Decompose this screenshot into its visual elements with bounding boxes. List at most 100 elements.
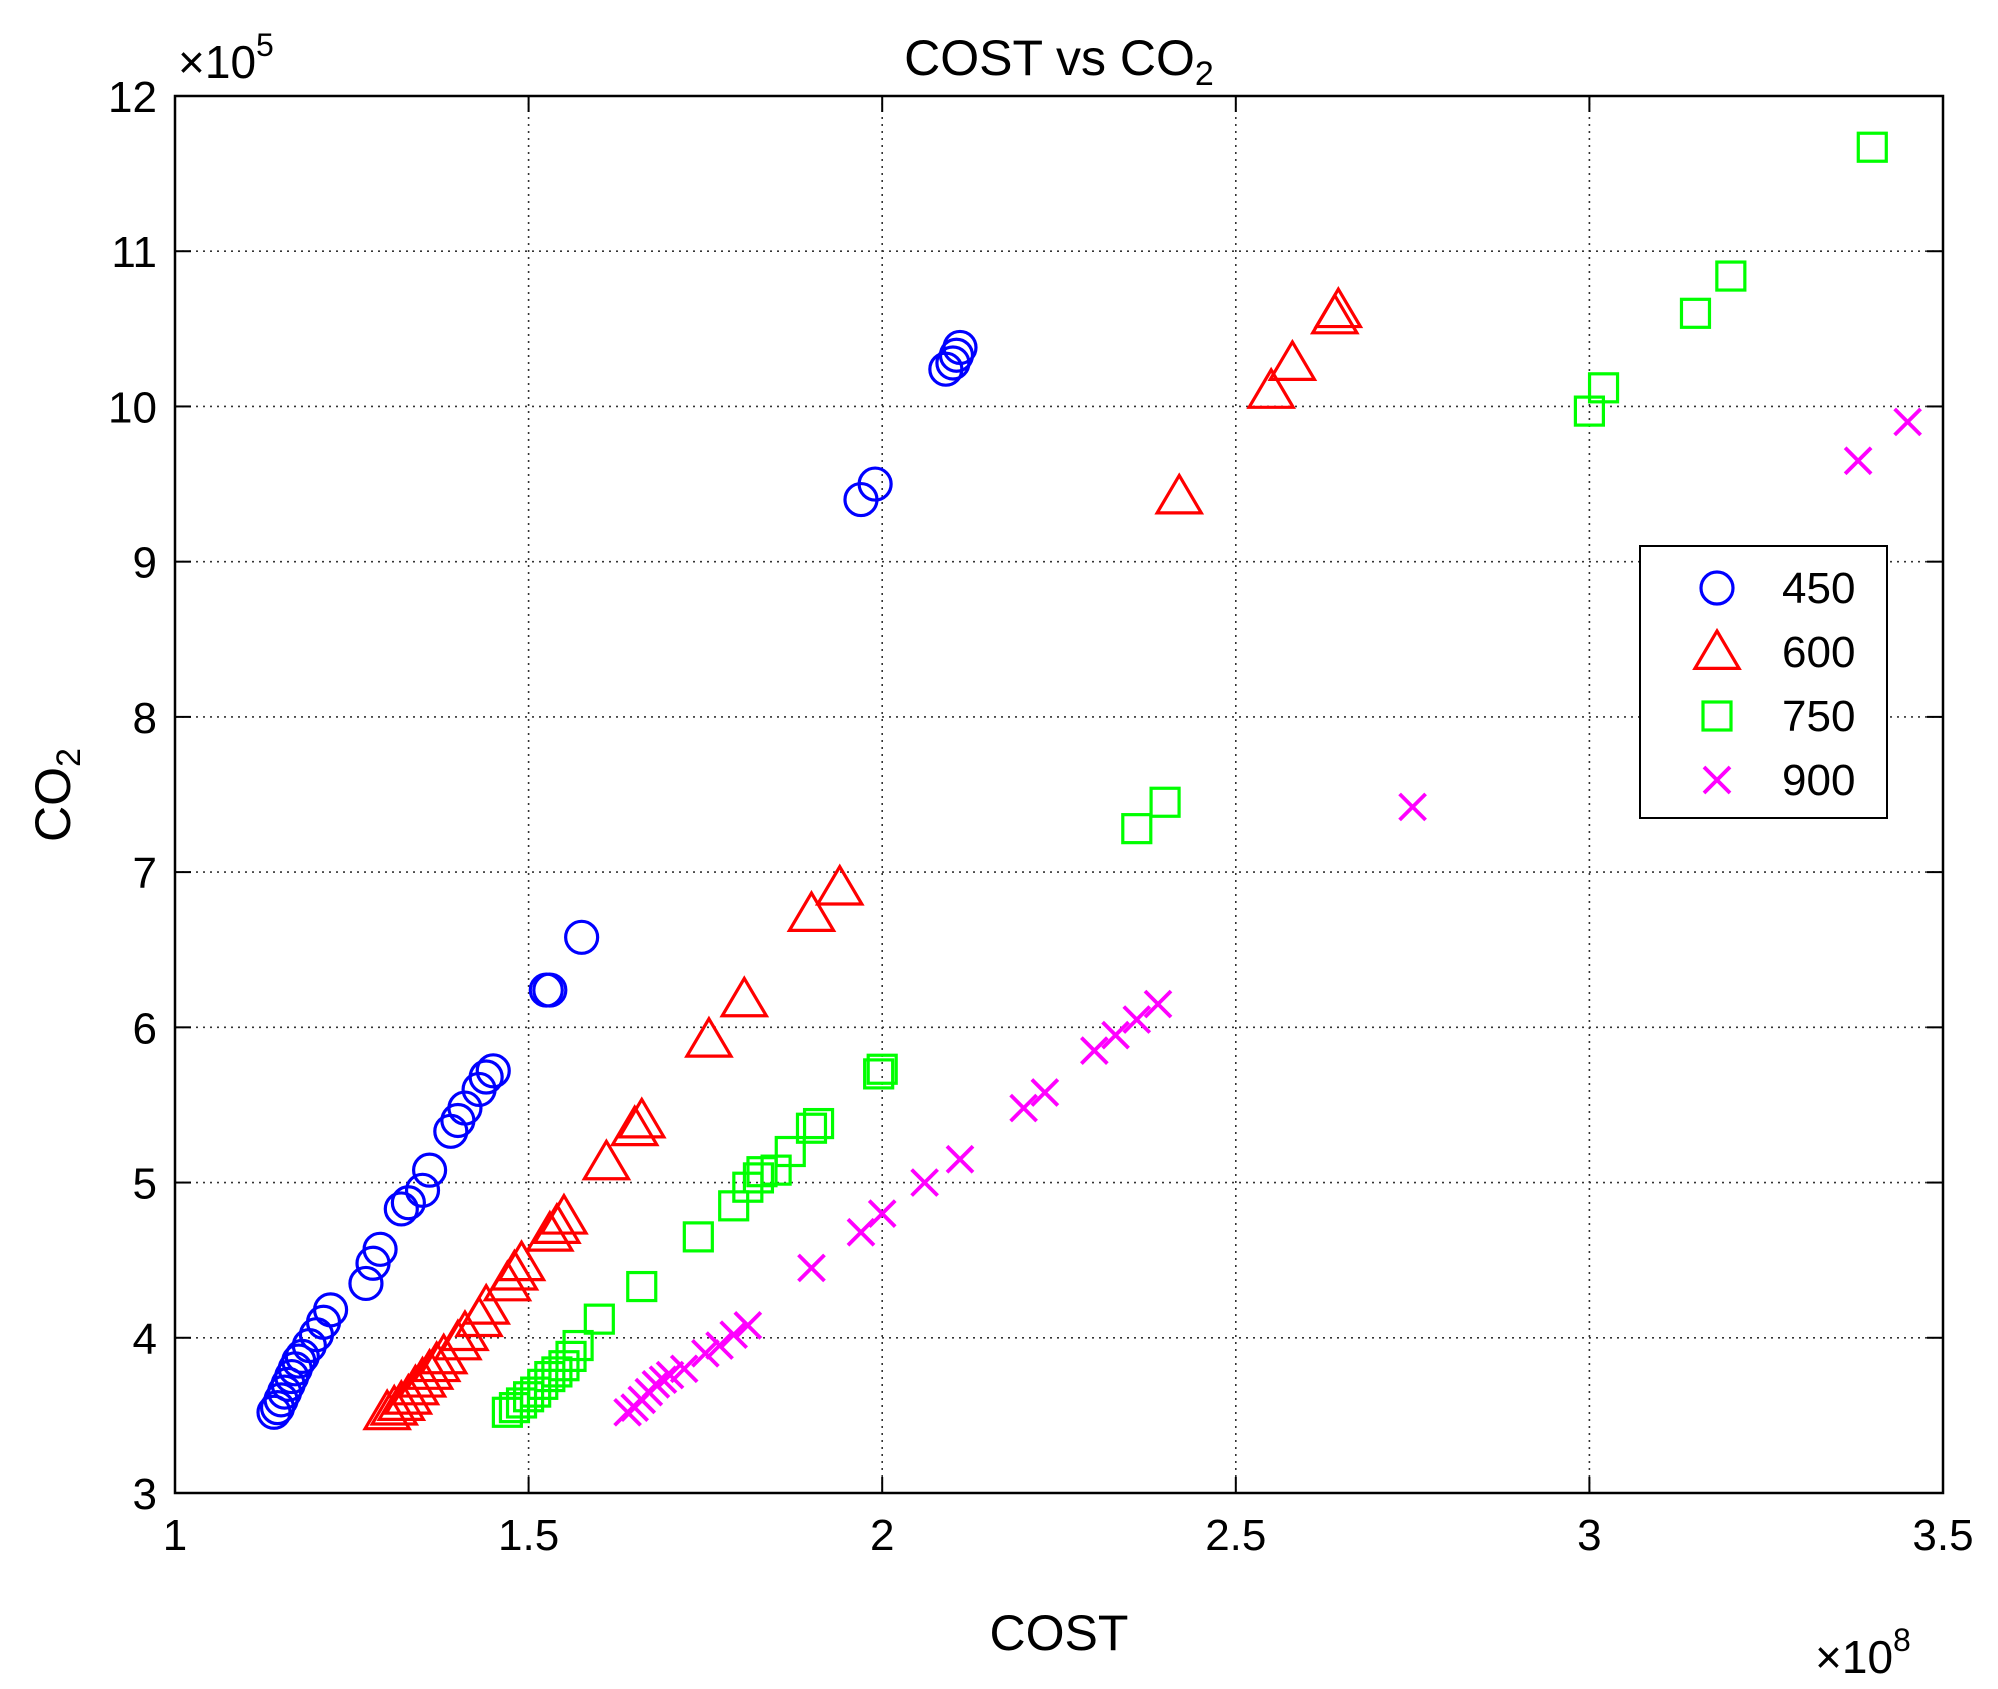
point-600 — [616, 1096, 667, 1139]
point-900 — [1843, 446, 1873, 476]
legend-item-900: 900 — [1702, 756, 1855, 805]
legend-item-600: 600 — [1692, 627, 1855, 677]
point-750 — [1679, 297, 1712, 329]
point-750 — [1587, 372, 1620, 404]
series-900 — [613, 407, 1922, 1427]
point-750 — [1856, 131, 1888, 163]
point-900 — [797, 1253, 826, 1283]
point-600 — [524, 1209, 575, 1252]
point-900 — [1009, 1093, 1038, 1123]
y-tick-label: 12 — [108, 73, 157, 122]
point-750 — [866, 1053, 898, 1085]
point-600 — [786, 889, 837, 933]
legend-item-450: 450 — [1699, 564, 1855, 613]
point-900 — [1030, 1078, 1060, 1107]
x-tick-label: 2 — [870, 1511, 894, 1560]
series-750 — [491, 131, 1888, 1428]
point-750 — [1149, 786, 1181, 818]
point-600 — [1246, 366, 1297, 409]
legend: 450 600 750 900 — [1639, 545, 1888, 819]
point-600 — [418, 1332, 469, 1375]
legend-marker-750 — [1701, 700, 1733, 732]
x-tick-label: 2.5 — [1205, 1511, 1266, 1560]
point-750 — [1715, 260, 1747, 292]
grid-lines — [175, 96, 1943, 1493]
point-600 — [440, 1308, 490, 1352]
point-600 — [461, 1282, 512, 1325]
point-600 — [539, 1192, 589, 1235]
y-tick-label: 10 — [108, 383, 157, 432]
series-450 — [256, 329, 978, 1430]
series-600 — [362, 286, 1364, 1431]
point-900 — [733, 1311, 763, 1340]
data-series — [256, 131, 1922, 1431]
point-600 — [1313, 286, 1364, 329]
point-450 — [532, 972, 568, 1008]
point-600 — [581, 1138, 632, 1181]
chart-title: COST vs CO2 — [904, 30, 1214, 93]
point-600 — [814, 863, 865, 906]
legend-label: 600 — [1782, 628, 1855, 677]
y-tick-label: 8 — [133, 694, 157, 743]
point-900 — [945, 1144, 975, 1174]
x-tick-label: 3.5 — [1912, 1511, 1973, 1560]
legend-marker-450 — [1699, 570, 1735, 606]
legend-marker-600 — [1692, 627, 1742, 670]
x-axis-label: COST — [990, 1605, 1129, 1661]
y-tick-label: 5 — [133, 1160, 157, 1209]
point-750 — [742, 1162, 775, 1194]
point-750 — [802, 1107, 835, 1140]
point-450 — [411, 1152, 448, 1188]
point-900 — [705, 1331, 734, 1360]
point-900 — [669, 1354, 699, 1384]
point-900 — [719, 1320, 749, 1350]
y-axis-label: CO2 — [25, 748, 88, 842]
y-tick-label: 4 — [133, 1315, 157, 1364]
point-750 — [626, 1270, 658, 1303]
point-600 — [411, 1340, 462, 1383]
legend-marker-900 — [1702, 765, 1732, 795]
point-900 — [1143, 989, 1173, 1019]
point-600 — [397, 1355, 448, 1398]
legend-label: 750 — [1782, 692, 1855, 741]
y-exponent-label: ×105 — [178, 27, 274, 88]
point-750 — [795, 1112, 828, 1144]
point-900 — [1893, 407, 1922, 437]
legend-label: 450 — [1782, 564, 1855, 613]
point-450 — [404, 1172, 441, 1208]
x-tick-label: 1 — [163, 1511, 187, 1560]
point-750 — [682, 1221, 714, 1253]
point-900 — [1080, 1036, 1109, 1065]
point-750 — [562, 1329, 594, 1362]
point-450 — [475, 1053, 511, 1089]
point-900 — [1122, 1005, 1152, 1034]
legend-item-750: 750 — [1701, 692, 1855, 741]
point-900 — [867, 1199, 897, 1228]
point-450 — [383, 1191, 419, 1227]
y-tick-label: 11 — [111, 228, 157, 277]
x-tick-label: 1.5 — [498, 1511, 559, 1560]
point-600 — [404, 1347, 455, 1390]
point-900 — [1101, 1020, 1130, 1050]
legend-box — [1639, 545, 1888, 819]
point-450 — [468, 1059, 504, 1095]
point-600 — [1267, 338, 1318, 381]
y-tick-label: 7 — [133, 849, 157, 898]
point-750 — [583, 1303, 615, 1335]
x-tick-label: 3 — [1577, 1511, 1601, 1560]
point-900 — [691, 1338, 720, 1368]
point-750 — [1121, 813, 1153, 845]
point-450 — [564, 919, 600, 955]
point-450 — [348, 1265, 384, 1302]
point-900 — [1398, 792, 1427, 822]
point-750 — [774, 1135, 806, 1168]
point-600 — [609, 1104, 660, 1147]
point-450 — [312, 1292, 349, 1328]
y-tick-label: 3 — [133, 1470, 157, 1519]
legend-label: 900 — [1782, 756, 1855, 805]
axis-ticks: 1 1.5 2 2.5 3 3.5 3 4 5 6 7 8 9 10 11 12 — [108, 73, 1974, 1560]
point-600 — [1154, 472, 1205, 515]
point-450 — [447, 1090, 483, 1126]
point-450 — [362, 1231, 398, 1267]
